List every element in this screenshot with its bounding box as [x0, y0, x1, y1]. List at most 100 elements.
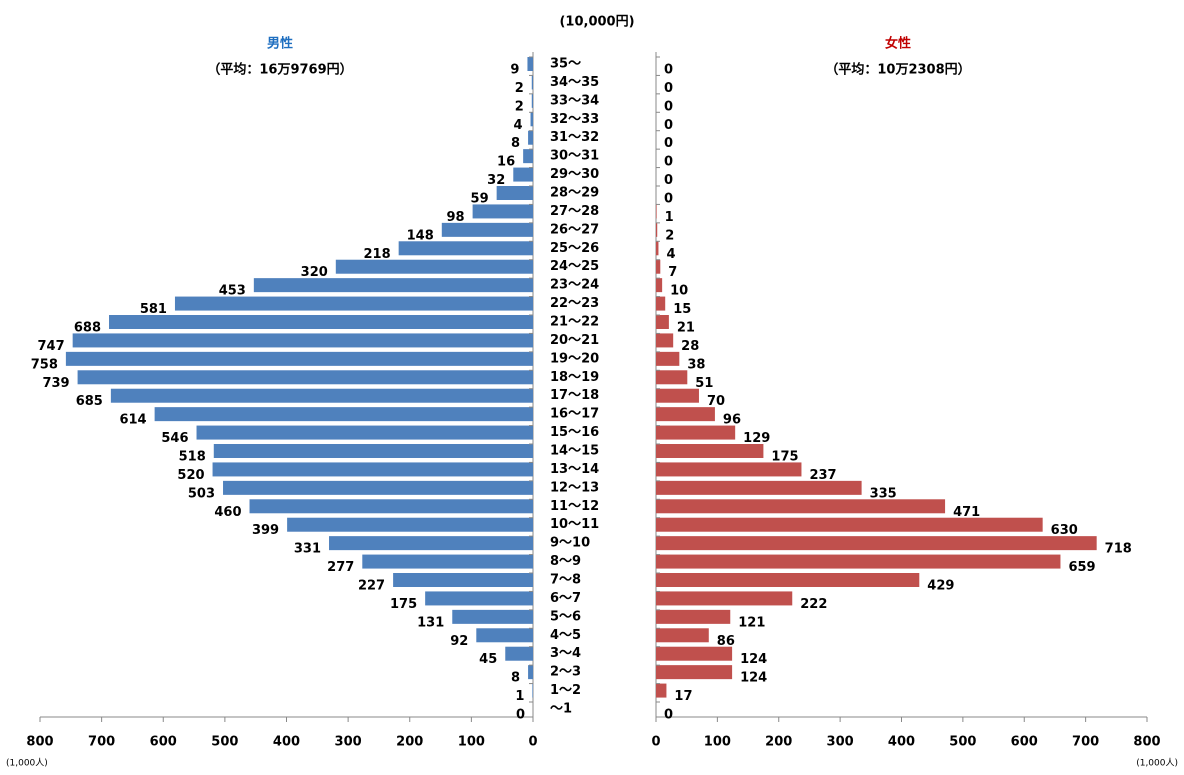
bar — [335, 259, 533, 274]
value-label: 15 — [673, 302, 691, 317]
value-label: 92 — [450, 634, 468, 649]
category-label: 29～30 — [550, 167, 599, 182]
bar — [528, 130, 533, 145]
category-label: 14～15 — [550, 444, 599, 459]
bar — [174, 296, 534, 311]
category-label: 18～19 — [550, 370, 599, 385]
value-label: 51 — [695, 376, 713, 391]
bar — [656, 241, 659, 256]
value-label: 331 — [294, 542, 321, 557]
value-label: 8 — [511, 671, 520, 686]
value-label: 399 — [252, 523, 279, 538]
category-label: 6～7 — [550, 591, 581, 606]
bar — [656, 296, 666, 311]
category-label: 8～9 — [550, 554, 581, 569]
category-label: 9～10 — [550, 536, 590, 551]
value-label: 718 — [1105, 542, 1132, 557]
value-label: 0 — [664, 708, 673, 723]
bar — [656, 315, 669, 329]
value-label: 0 — [516, 708, 525, 723]
value-label: 148 — [407, 228, 434, 243]
value-label: 0 — [664, 155, 673, 170]
value-label: 124 — [740, 671, 767, 686]
x-tick-label: 100 — [458, 735, 485, 750]
x-tick-label: 0 — [651, 735, 660, 750]
value-label: 630 — [1051, 523, 1078, 538]
bar — [656, 554, 1061, 569]
bar — [196, 425, 533, 440]
category-label: 3～4 — [550, 646, 581, 661]
category-label: ～1 — [550, 702, 572, 717]
value-label: 10 — [670, 284, 688, 299]
value-label: 758 — [31, 357, 58, 372]
x-tick-label: 300 — [335, 735, 362, 750]
value-label: 218 — [364, 247, 391, 262]
legend-subtitle: （平均：10万2308円） — [825, 62, 970, 78]
value-label: 1 — [515, 689, 524, 704]
bar — [441, 222, 533, 237]
value-label: 32 — [487, 173, 505, 188]
bar — [362, 554, 533, 569]
bar — [530, 112, 533, 127]
bar — [656, 646, 733, 661]
bar — [65, 351, 533, 366]
bar — [452, 609, 533, 624]
category-label: 32～33 — [550, 112, 599, 127]
value-label: 0 — [664, 136, 673, 151]
x-unit-label: (1,000人) — [6, 758, 48, 769]
value-label: 2 — [665, 228, 674, 243]
bar — [393, 573, 533, 587]
bar — [656, 278, 663, 293]
value-label: 581 — [140, 302, 167, 317]
category-label: 21～22 — [550, 315, 599, 330]
value-label: 4 — [513, 118, 522, 133]
value-label: 131 — [417, 615, 444, 630]
category-label: 11～12 — [550, 499, 599, 514]
value-label: 70 — [707, 394, 725, 409]
value-label: 739 — [42, 376, 69, 391]
value-label: 121 — [738, 615, 765, 630]
category-label: 26～27 — [550, 222, 599, 237]
x-tick-label: 200 — [396, 735, 423, 750]
value-label: 4 — [666, 247, 675, 262]
value-label: 471 — [953, 505, 980, 520]
value-label: 659 — [1068, 560, 1095, 575]
bar — [472, 204, 533, 219]
bar — [656, 573, 920, 587]
category-label: 19～20 — [550, 351, 599, 366]
bar — [212, 462, 534, 477]
bar — [656, 333, 674, 348]
category-label: 27～28 — [550, 204, 599, 219]
value-label: 453 — [219, 284, 246, 299]
value-label: 175 — [771, 450, 798, 465]
bar — [505, 646, 533, 661]
value-label: 520 — [177, 468, 204, 483]
bar — [531, 93, 533, 108]
legend-subtitle: （平均：16万9769円） — [207, 62, 352, 78]
value-label: 518 — [179, 450, 206, 465]
bar — [656, 444, 764, 458]
value-label: 16 — [497, 155, 515, 170]
bar — [656, 370, 688, 385]
y-unit-label: (10,000円) — [559, 15, 634, 30]
value-label: 59 — [471, 192, 489, 207]
bar — [656, 628, 709, 643]
bar — [656, 351, 680, 366]
bar — [109, 315, 534, 329]
value-label: 688 — [74, 321, 101, 336]
bar — [527, 57, 533, 71]
value-label: 175 — [390, 597, 417, 612]
category-label: 25～26 — [550, 241, 599, 256]
value-label: 0 — [664, 118, 673, 133]
value-label: 38 — [687, 357, 705, 372]
bar — [656, 665, 733, 680]
bar — [656, 462, 802, 477]
value-label: 0 — [664, 81, 673, 96]
category-label: 1～2 — [550, 683, 581, 698]
x-tick-label: 600 — [1011, 735, 1038, 750]
value-label: 0 — [664, 99, 673, 114]
value-label: 320 — [301, 265, 328, 280]
bar — [656, 425, 736, 440]
x-tick-label: 500 — [211, 735, 238, 750]
category-label: 20～21 — [550, 333, 599, 348]
